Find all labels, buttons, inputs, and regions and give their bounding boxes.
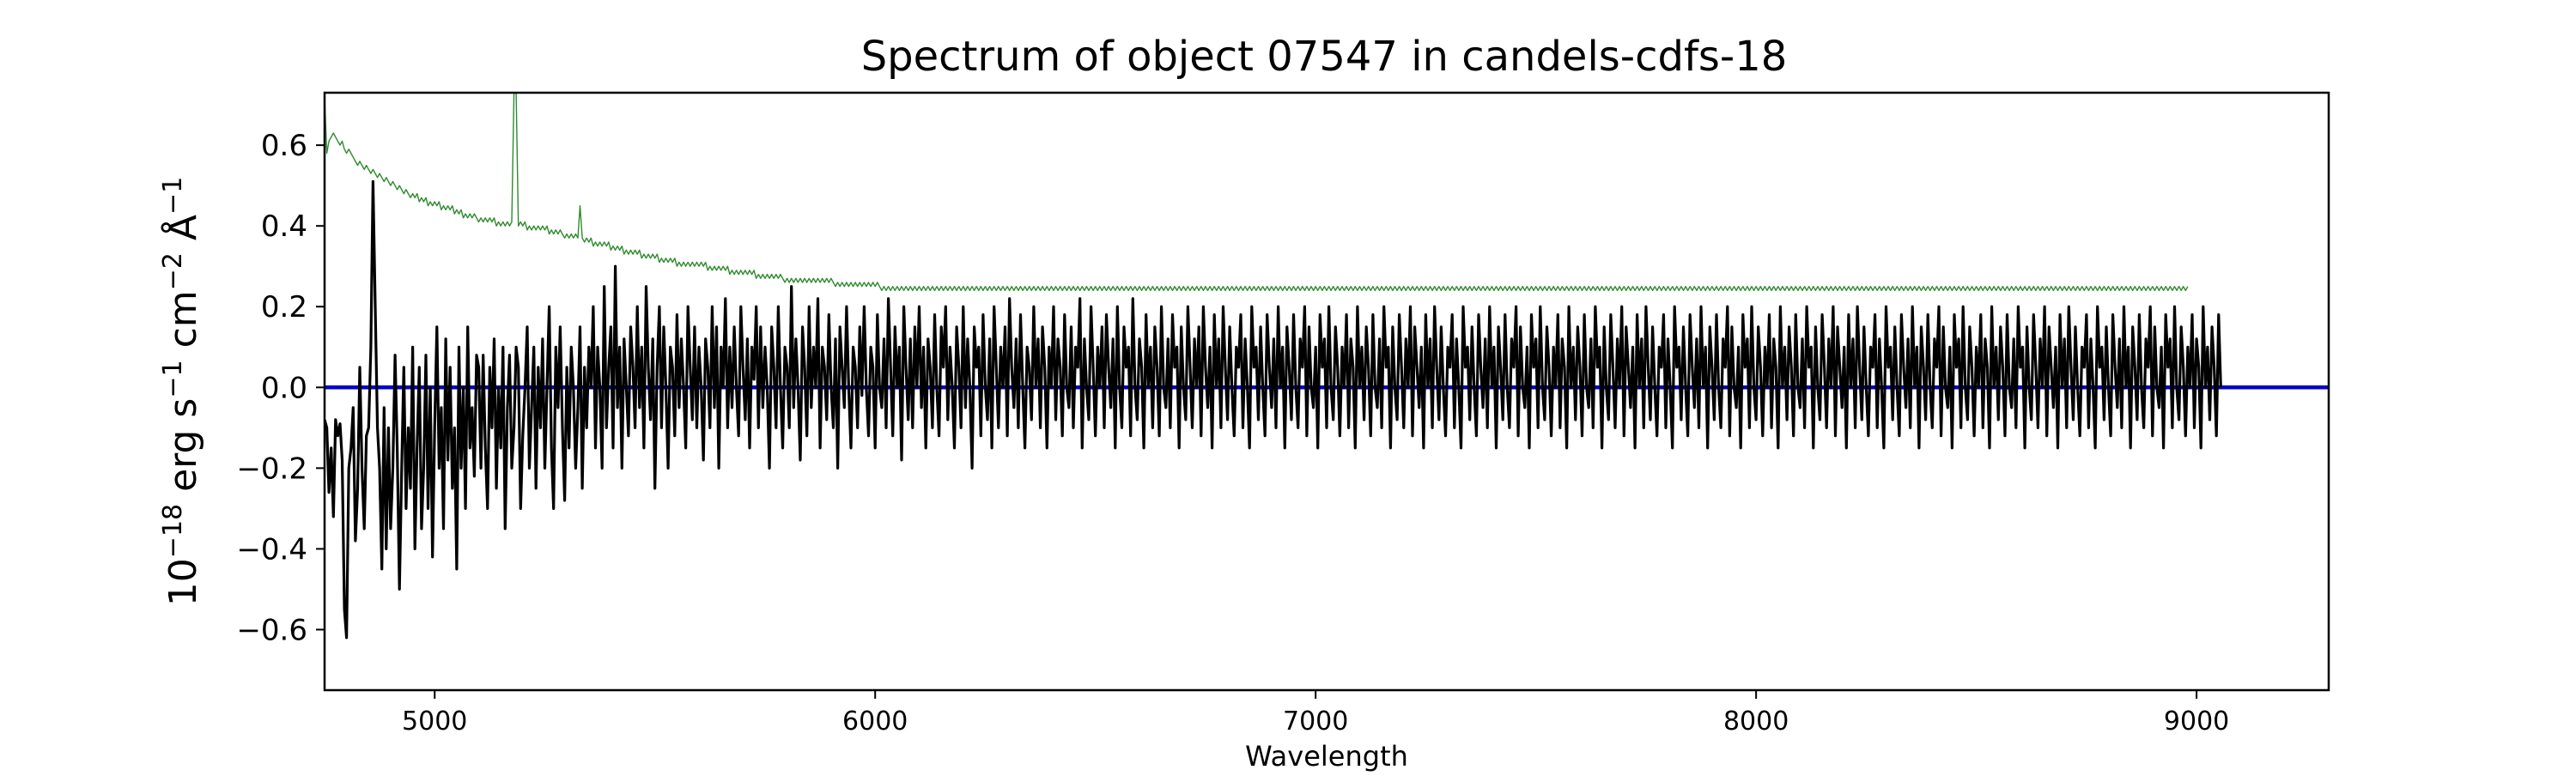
y-tick-label: 0.4 [261,209,307,244]
x-tick-label: 7000 [1283,706,1348,737]
plot-area [323,91,2330,692]
y-tick-label: −0.2 [236,452,307,486]
y-tick-label: −0.4 [236,532,307,567]
y-tick-label: 0.0 [261,371,307,405]
series-layer [325,93,2329,640]
chart-title: Spectrum of object 07547 in candels-cdfs… [861,33,1788,81]
y-tick-label: 0.2 [261,290,307,324]
y-tick-label: 0.6 [261,129,307,163]
series-line-flux [325,179,2222,640]
x-tick-label: 5000 [402,706,467,737]
plot-frame [323,91,2330,692]
series-line-error [325,93,2189,292]
x-tick-label: 8000 [1723,706,1789,737]
x-tick-label: 6000 [842,706,908,737]
y-tick-label: −0.6 [236,613,307,647]
x-tick-label: 9000 [2164,706,2229,737]
x-axis-label: Wavelength [1245,740,1408,773]
y-axis-label: 10−18 erg s−1 cm−2 Å−1 [158,177,206,606]
x-axis: 5000 6000 7000 8000 9000 [402,690,2229,737]
y-axis: −0.6 −0.4 −0.2 0.0 0.2 0.4 0.6 [236,129,325,647]
